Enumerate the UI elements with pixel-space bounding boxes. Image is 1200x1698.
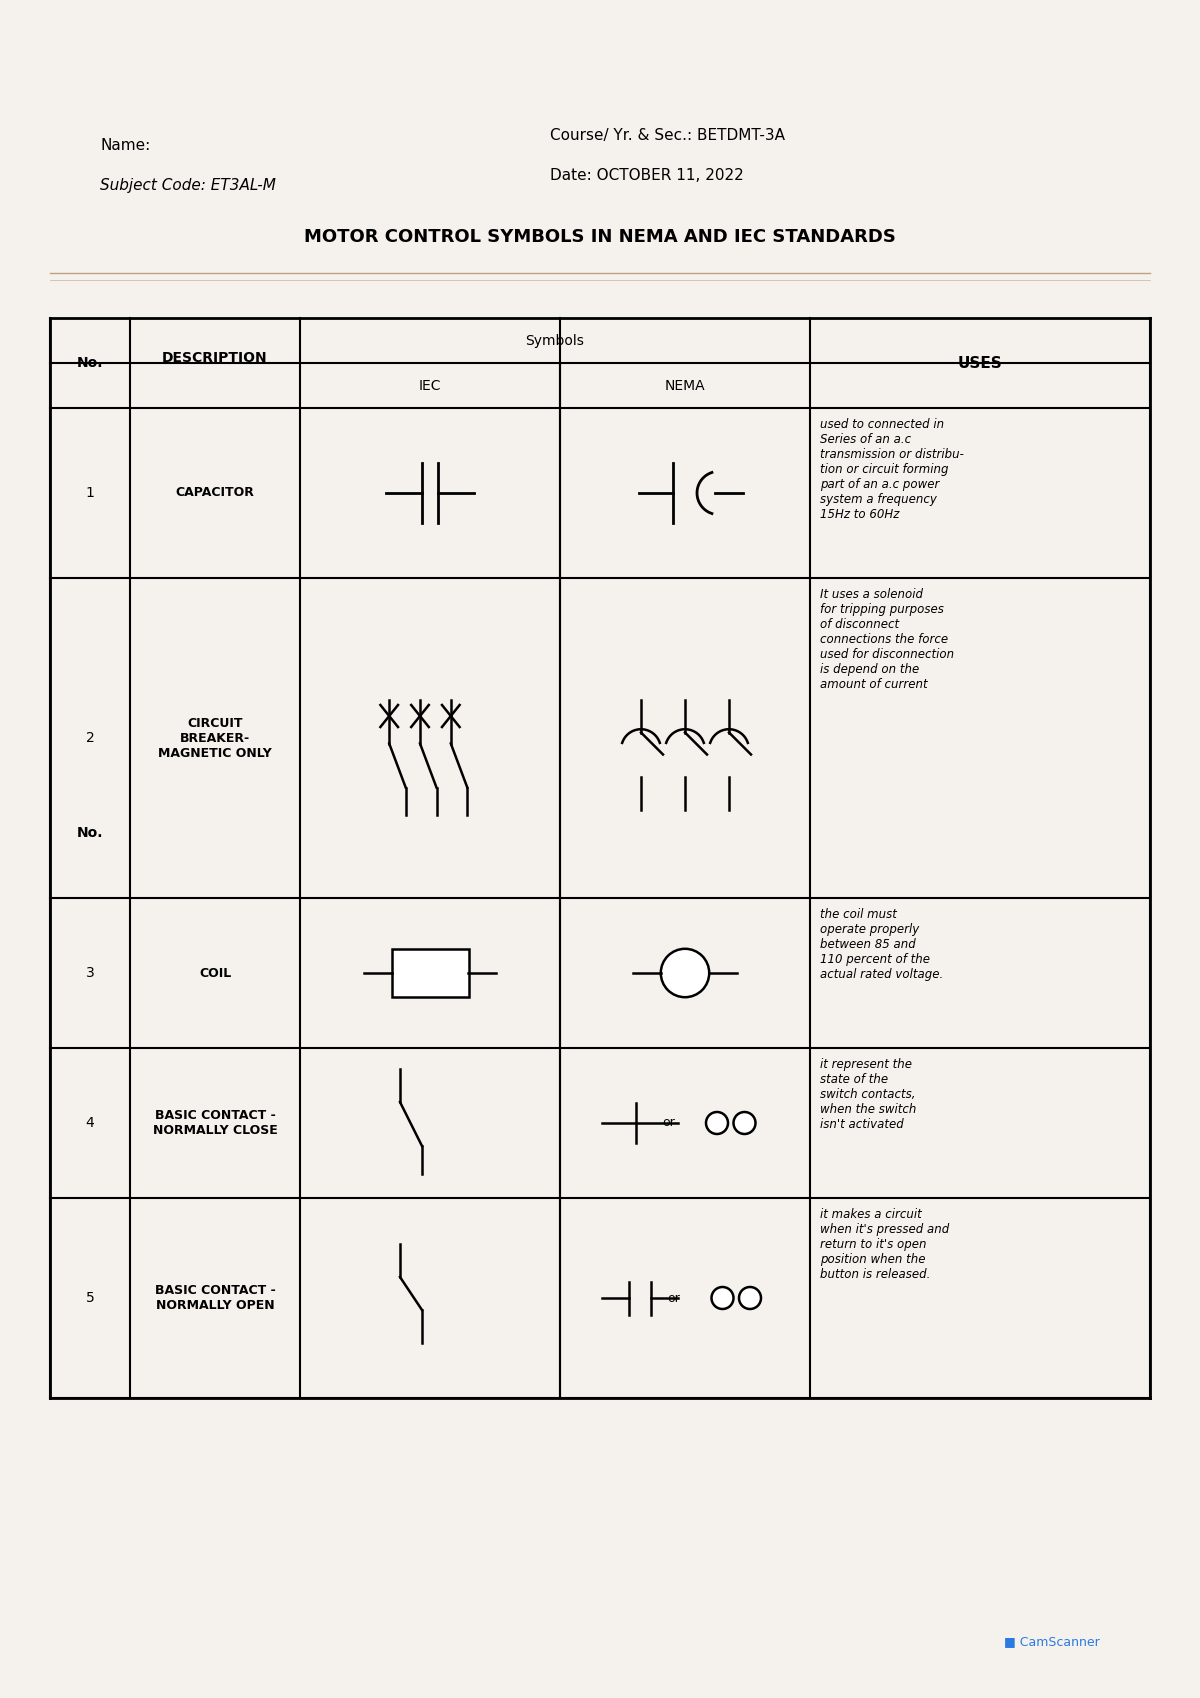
Text: No.: No. — [77, 825, 103, 841]
Text: or: or — [667, 1292, 680, 1304]
Text: Course/ Yr. & Sec.: BETDMT-3A: Course/ Yr. & Sec.: BETDMT-3A — [550, 127, 785, 143]
Circle shape — [661, 949, 709, 997]
Text: used to connected in
Series of an a.c
transmission or distribu-
tion or circuit : used to connected in Series of an a.c tr… — [820, 418, 964, 521]
Text: It uses a solenoid
for tripping purposes
of disconnect
connections the force
use: It uses a solenoid for tripping purposes… — [820, 588, 954, 691]
Text: Date: OCTOBER 11, 2022: Date: OCTOBER 11, 2022 — [550, 168, 744, 183]
Text: COIL: COIL — [199, 966, 232, 980]
Text: IEC: IEC — [419, 379, 442, 392]
Text: 5: 5 — [85, 1290, 95, 1306]
Text: the coil must
operate properly
between 85 and
110 percent of the
actual rated vo: the coil must operate properly between 8… — [820, 908, 943, 981]
Text: USES: USES — [958, 355, 1002, 370]
Text: ■ CamScanner: ■ CamScanner — [1004, 1635, 1100, 1649]
Text: CAPACITOR: CAPACITOR — [175, 487, 254, 499]
Text: BASIC CONTACT -
NORMALLY OPEN: BASIC CONTACT - NORMALLY OPEN — [155, 1284, 275, 1313]
Text: No.: No. — [77, 357, 103, 370]
Text: 3: 3 — [85, 966, 95, 980]
Bar — [391, 949, 468, 997]
Circle shape — [733, 1112, 756, 1134]
Text: MOTOR CONTROL SYMBOLS IN NEMA AND IEC STANDARDS: MOTOR CONTROL SYMBOLS IN NEMA AND IEC ST… — [304, 228, 896, 246]
Text: it makes a circuit
when it's pressed and
return to it's open
position when the
b: it makes a circuit when it's pressed and… — [820, 1207, 949, 1280]
Text: CIRCUIT
BREAKER-
MAGNETIC ONLY: CIRCUIT BREAKER- MAGNETIC ONLY — [158, 717, 272, 759]
Text: 4: 4 — [85, 1116, 95, 1129]
Text: 2: 2 — [85, 732, 95, 745]
Text: DESCRIPTION: DESCRIPTION — [162, 351, 268, 365]
Text: 1: 1 — [85, 486, 95, 499]
Circle shape — [712, 1287, 733, 1309]
Text: or: or — [662, 1117, 674, 1129]
Text: Symbols: Symbols — [526, 333, 584, 348]
Text: Name:: Name: — [100, 138, 150, 153]
Text: BASIC CONTACT -
NORMALLY CLOSE: BASIC CONTACT - NORMALLY CLOSE — [152, 1109, 277, 1138]
Circle shape — [739, 1287, 761, 1309]
Text: it represent the
state of the
switch contacts,
when the switch
isn't activated: it represent the state of the switch con… — [820, 1058, 917, 1131]
Text: Subject Code: ET3AL-M: Subject Code: ET3AL-M — [100, 178, 276, 194]
Text: NEMA: NEMA — [665, 379, 706, 392]
Circle shape — [706, 1112, 728, 1134]
